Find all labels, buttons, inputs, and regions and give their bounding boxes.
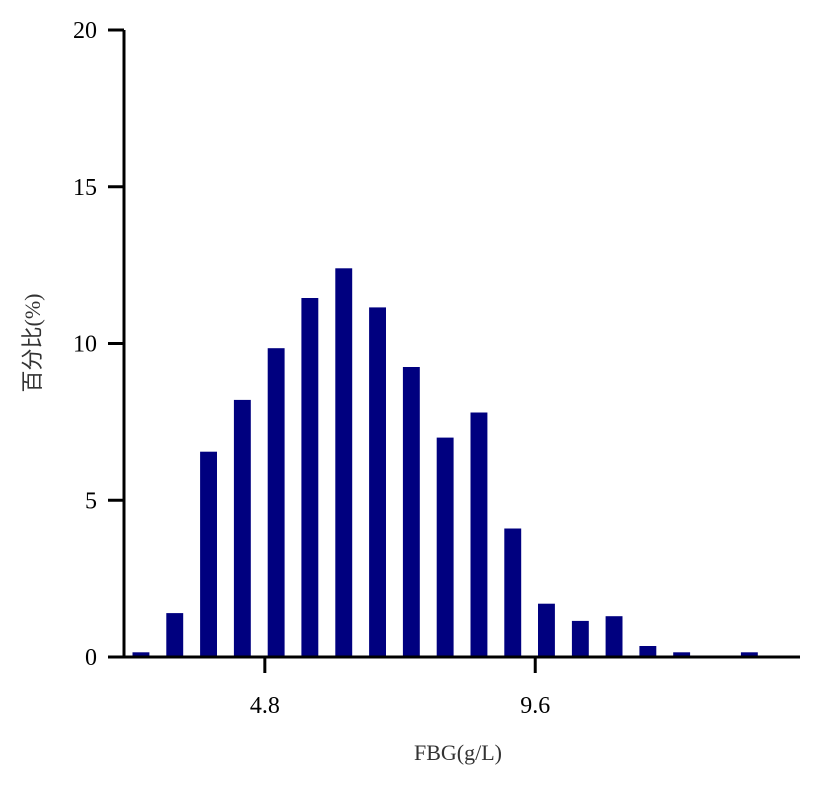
x-ticks: 4.8 9.6 [250, 657, 550, 719]
x-tick-label: 9.6 [520, 693, 550, 719]
bar [301, 298, 319, 657]
bar [402, 367, 420, 657]
bars [132, 268, 758, 657]
x-axis-title: FBG(g/L) [414, 740, 502, 765]
bar [369, 307, 386, 657]
bar [470, 412, 488, 657]
bar [639, 646, 657, 657]
bar [605, 616, 623, 657]
bar [267, 348, 285, 657]
y-tick-label: 15 [73, 175, 97, 201]
y-tick-label: 0 [85, 645, 97, 671]
bar [571, 620, 589, 657]
bar [504, 528, 522, 657]
bar [233, 399, 251, 657]
bar [436, 437, 454, 657]
y-tick-label: 10 [73, 332, 97, 358]
y-axis-title: 百分比(%) [20, 294, 45, 393]
y-tick-label: 20 [73, 18, 97, 44]
bar [132, 652, 150, 657]
bar [335, 268, 353, 657]
x-tick-label: 4.8 [250, 693, 280, 719]
y-ticks: 0 5 10 15 20 [73, 18, 124, 671]
y-tick-label: 5 [85, 488, 97, 514]
bar [538, 603, 555, 657]
bar [200, 451, 217, 657]
bar [166, 613, 184, 657]
bar [740, 652, 758, 657]
bar [673, 652, 691, 657]
